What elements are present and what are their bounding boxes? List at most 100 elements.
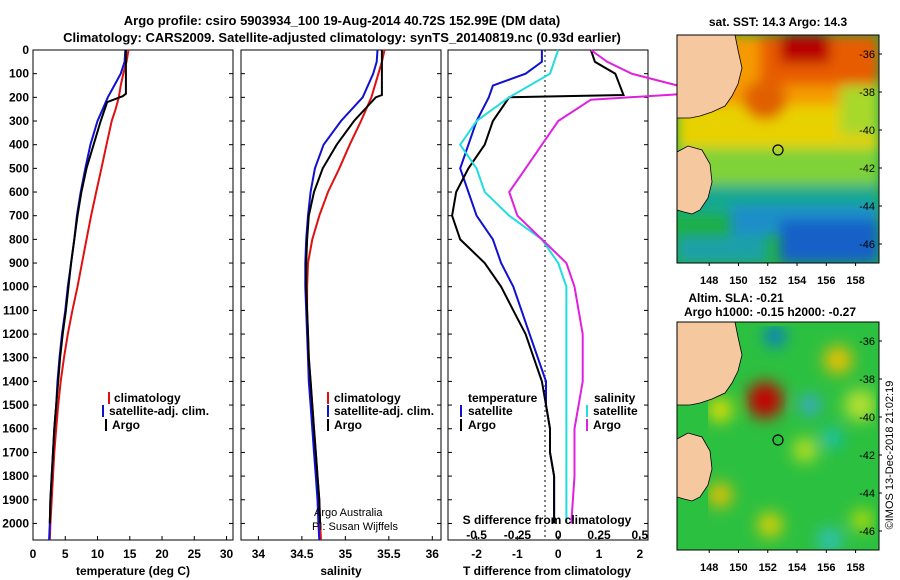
depth-axis: 0 100 200 300 400 500 600 700 800 900 1000 1100 1200…	[2, 43, 648, 530]
temperature-x-axis: 0 5 10 15 20 25 30	[30, 536, 234, 561]
imos-credit: ©IMOS 13-Dec-2018 21:02:19	[884, 381, 896, 530]
x-tick-label: 34.5	[290, 547, 314, 561]
legend-label-t-argo: Argo	[468, 418, 496, 432]
lon-tick-label: 156	[817, 275, 835, 287]
depth-tick-label: 700	[9, 209, 29, 223]
x-tick-label: -0.25	[504, 528, 532, 542]
lat-tick-label: -42	[859, 450, 875, 462]
sst-map-frame	[676, 34, 880, 264]
lon-tick-label: 156	[817, 562, 835, 574]
x-tick-label: 0.5	[631, 528, 648, 542]
series-line-t-satellite	[459, 50, 556, 524]
lat-tick-label: -38	[859, 374, 875, 386]
lat-tick-label: -46	[859, 526, 875, 538]
temperature-xlabel: temperature (deg C)	[76, 564, 190, 578]
x-tick-label: -0.5	[466, 528, 487, 542]
lon-tick-label: 152	[759, 562, 777, 574]
legend-label-climatology: climatology	[114, 391, 181, 405]
sla-map-axes: -36 -38 -40 -42 -44 -46 148 150 152 154 156 158	[700, 336, 882, 574]
t-difference-xlabel: T difference from climatology	[463, 564, 631, 578]
s-difference-x-axis: -0.5 -0.25 0 0.25 0.5	[466, 528, 648, 542]
depth-tick-label: 400	[9, 138, 29, 152]
legend-label-s-argo: Argo	[593, 418, 621, 432]
lat-tick-label: -46	[859, 239, 875, 251]
depth-tick-label: 200	[9, 90, 29, 104]
lon-tick-label: 158	[846, 562, 864, 574]
series-line-argo	[48, 50, 127, 524]
sst-map-axes: -36 -38 -40 -42 -44 -46 148 150 152 154 156 158	[700, 49, 882, 287]
depth-tick-label: 1000	[2, 280, 29, 294]
temperature-panel-frame	[32, 49, 234, 541]
x-tick-label: 0.25	[587, 528, 611, 542]
depth-tick-label: 800	[9, 232, 29, 246]
lon-tick-label: 150	[729, 275, 747, 287]
difference-legend-salinity: salinity satellite Argo	[586, 391, 638, 432]
x-tick-label: -2	[471, 547, 482, 561]
lon-tick-label: 154	[788, 275, 807, 287]
x-tick-label: 20	[155, 547, 169, 561]
difference-series	[451, 49, 706, 524]
legend-label-s-satellite: satellite	[593, 404, 638, 418]
legend-label-t-satellite: satellite	[468, 404, 513, 418]
credit-annotation-1: Argo Australia	[314, 507, 383, 519]
salinity-xlabel: salinity	[320, 564, 362, 578]
salinity-series	[304, 49, 386, 541]
lat-tick-label: -40	[859, 125, 875, 137]
series-line-climatology	[48, 49, 130, 541]
x-tick-label: 30	[220, 547, 234, 561]
legend-label-argo: Argo	[334, 418, 362, 432]
lat-tick-label: -36	[859, 336, 875, 348]
sst-map-title: sat. SST: 14.3 Argo: 14.3	[709, 15, 848, 29]
lon-tick-label: 150	[729, 562, 747, 574]
x-tick-label: 34	[252, 547, 266, 561]
x-tick-label: 5	[62, 547, 69, 561]
series-line-t-argo	[451, 49, 625, 524]
series-line-s-argo	[508, 49, 706, 524]
salinity-x-axis: 34 34.5 35 35.5 36	[252, 536, 440, 561]
depth-tick-label: 500	[9, 161, 29, 175]
x-tick-label: 2	[636, 547, 643, 561]
lon-tick-label: 158	[846, 275, 864, 287]
depth-tick-label: 1300	[2, 351, 29, 365]
sla-map-frame	[676, 321, 880, 551]
lat-tick-label: -38	[859, 87, 875, 99]
legend-label-climatology: climatology	[334, 391, 401, 405]
title-line-1: Argo profile: csiro 5903934_100 19-Aug-2…	[124, 13, 560, 28]
salinity-legend: climatology satellite-adj. clim. Argo	[327, 391, 434, 432]
depth-tick-label: 1500	[2, 398, 29, 412]
x-tick-label: 10	[91, 547, 105, 561]
sla-map-title-2: Argo h1000: -0.15 h2000: -0.27	[684, 305, 856, 319]
depth-tick-label: 1700	[2, 445, 29, 459]
depth-tick-label: 600	[9, 185, 29, 199]
temperature-legend: climatology satellite-adj. clim. Argo	[102, 391, 209, 432]
argo-position-marker	[772, 144, 784, 156]
legend-label-argo: Argo	[112, 418, 140, 432]
lon-tick-label: 154	[788, 562, 807, 574]
salinity-panel-frame	[240, 49, 442, 541]
series-line-s-satellite	[458, 49, 568, 524]
lat-tick-label: -44	[859, 201, 875, 213]
title-line-2: Climatology: CARS2009. Satellite-adjuste…	[63, 30, 621, 45]
legend-title-salinity: salinity	[594, 391, 636, 405]
x-tick-label: 0	[555, 547, 562, 561]
x-tick-label: 35	[339, 547, 353, 561]
s-difference-xlabel: S difference from climatology	[463, 513, 632, 527]
depth-tick-label: 1900	[2, 493, 29, 507]
sla-map-title-1: Altim. SLA: -0.21	[688, 291, 784, 305]
credit-annotation-2: PI: Susan Wijffels	[312, 521, 398, 533]
x-tick-label: -1	[512, 547, 523, 561]
lon-tick-label: 148	[700, 275, 718, 287]
x-tick-label: 25	[188, 547, 202, 561]
sla-heatmap	[677, 322, 879, 550]
lon-tick-label: 152	[759, 275, 777, 287]
x-tick-label: 15	[123, 547, 137, 561]
x-tick-label: 1	[596, 547, 603, 561]
lat-tick-label: -44	[859, 488, 875, 500]
t-difference-x-axis: -2 -1 0 1 2	[471, 536, 643, 561]
depth-tick-label: 1100	[3, 303, 29, 317]
legend-label-satellite: satellite-adj. clim.	[109, 404, 209, 418]
sst-heatmap	[677, 35, 879, 263]
lat-tick-label: -36	[859, 49, 875, 61]
x-tick-label: 36	[426, 547, 440, 561]
